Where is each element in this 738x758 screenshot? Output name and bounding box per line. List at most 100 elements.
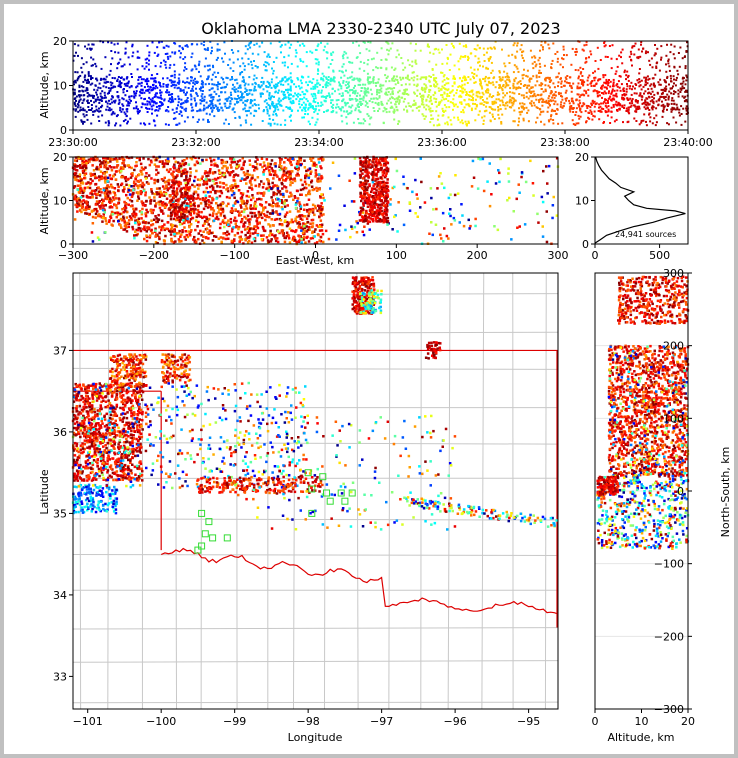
time-altitude-point — [108, 73, 111, 76]
time-altitude-point — [678, 65, 681, 68]
time-altitude-point — [550, 100, 553, 103]
eastwest-altitude-point — [106, 161, 110, 164]
time-altitude-point — [135, 90, 138, 93]
time-altitude-point — [640, 98, 643, 101]
time-altitude-point — [613, 120, 616, 123]
time-altitude-point — [208, 89, 211, 92]
eastwest-altitude-point — [234, 222, 237, 225]
time-altitude-point — [635, 110, 638, 113]
time-altitude-point — [146, 89, 149, 92]
time-altitude-point — [588, 117, 591, 120]
eastwest-altitude-point — [186, 209, 189, 212]
time-altitude-point — [262, 88, 265, 91]
time-altitude-point — [680, 88, 683, 91]
eastwest-altitude-point — [219, 185, 222, 189]
eastwest-altitude-point — [104, 217, 107, 220]
time-altitude-point — [564, 76, 567, 79]
time-altitude-point — [625, 107, 628, 110]
time-altitude-point — [604, 44, 607, 47]
time-altitude-point — [516, 67, 519, 70]
time-altitude-point — [221, 86, 224, 89]
time-altitude-point — [98, 110, 101, 113]
eastwest-altitude-point — [313, 161, 316, 165]
time-altitude-point — [472, 102, 474, 105]
time-altitude-point — [246, 100, 248, 103]
time-altitude-point — [105, 108, 108, 111]
time-altitude-point — [123, 63, 126, 66]
eastwest-altitude-point — [299, 178, 303, 182]
time-altitude-point — [358, 94, 361, 97]
time-altitude-point — [250, 63, 253, 66]
time-altitude-point — [559, 63, 562, 66]
time-altitude-point — [550, 79, 553, 82]
time-altitude-point — [363, 69, 366, 72]
time-altitude-point — [523, 103, 526, 106]
eastwest-altitude-point — [78, 174, 81, 178]
eastwest-altitude-point — [308, 208, 311, 211]
eastwest-altitude-point — [131, 174, 134, 177]
time-altitude-point — [412, 79, 415, 82]
time-altitude-point — [522, 94, 525, 97]
eastwest-altitude-point — [110, 158, 114, 161]
eastwest-altitude-point — [182, 208, 185, 211]
eastwest-altitude-point — [220, 158, 223, 162]
time-altitude-point — [647, 95, 650, 98]
time-altitude-point — [593, 79, 596, 82]
eastwest-altitude-point — [127, 222, 131, 225]
time-altitude-point — [543, 123, 546, 126]
time-altitude-point — [645, 50, 648, 53]
time-altitude-point — [448, 95, 451, 97]
time-altitude-point — [486, 47, 489, 50]
time-altitude-point — [576, 85, 579, 88]
time-altitude-point — [521, 106, 523, 109]
time-altitude-point — [649, 63, 652, 66]
time-altitude-point — [348, 105, 351, 108]
time-altitude-point — [592, 102, 595, 105]
eastwest-altitude-point — [222, 221, 226, 225]
eastwest-altitude-point — [321, 206, 324, 209]
time-altitude-point — [600, 87, 603, 90]
time-altitude-point — [588, 56, 590, 59]
eastwest-altitude-point — [131, 194, 134, 197]
time-altitude-point — [406, 88, 408, 91]
time-altitude-point — [372, 69, 375, 72]
time-altitude-point — [86, 88, 89, 91]
time-altitude-point — [82, 63, 85, 66]
time-altitude-point — [553, 110, 556, 112]
time-altitude-point — [163, 99, 166, 102]
time-altitude-point — [651, 122, 654, 125]
time-altitude-point — [101, 114, 104, 117]
time-altitude-point — [467, 55, 469, 58]
time-altitude-point — [518, 120, 520, 123]
time-altitude-point — [372, 76, 375, 79]
time-altitude-point — [626, 85, 629, 88]
eastwest-altitude-point — [154, 215, 157, 218]
time-altitude-point — [301, 116, 304, 119]
time-altitude-point — [74, 104, 77, 107]
time-altitude-point — [430, 76, 432, 78]
time-altitude-point — [207, 77, 210, 80]
time-altitude-point — [585, 40, 588, 43]
time-altitude-point — [643, 92, 645, 95]
time-altitude-point — [136, 110, 139, 113]
time-altitude-point — [443, 104, 446, 107]
time-altitude-point — [154, 77, 157, 80]
eastwest-altitude-point — [254, 166, 257, 169]
eastwest-altitude-point — [99, 205, 102, 209]
eastwest-altitude-point — [282, 173, 286, 176]
eastwest-altitude-point — [111, 186, 114, 189]
time-altitude-point — [227, 123, 230, 125]
time-altitude-point — [441, 48, 443, 51]
time-altitude-point — [549, 118, 552, 121]
eastwest-altitude-point — [106, 184, 109, 187]
eastwest-altitude-point — [248, 159, 251, 162]
time-altitude-point — [552, 42, 555, 45]
time-altitude-point — [616, 65, 619, 68]
time-altitude-point — [148, 59, 150, 62]
time-altitude-point — [186, 91, 188, 94]
eastwest-altitude-point — [158, 225, 161, 229]
time-altitude-point — [246, 48, 249, 51]
time-altitude-point — [75, 95, 78, 98]
eastwest-altitude-point — [144, 193, 147, 197]
time-altitude-point — [238, 85, 241, 88]
